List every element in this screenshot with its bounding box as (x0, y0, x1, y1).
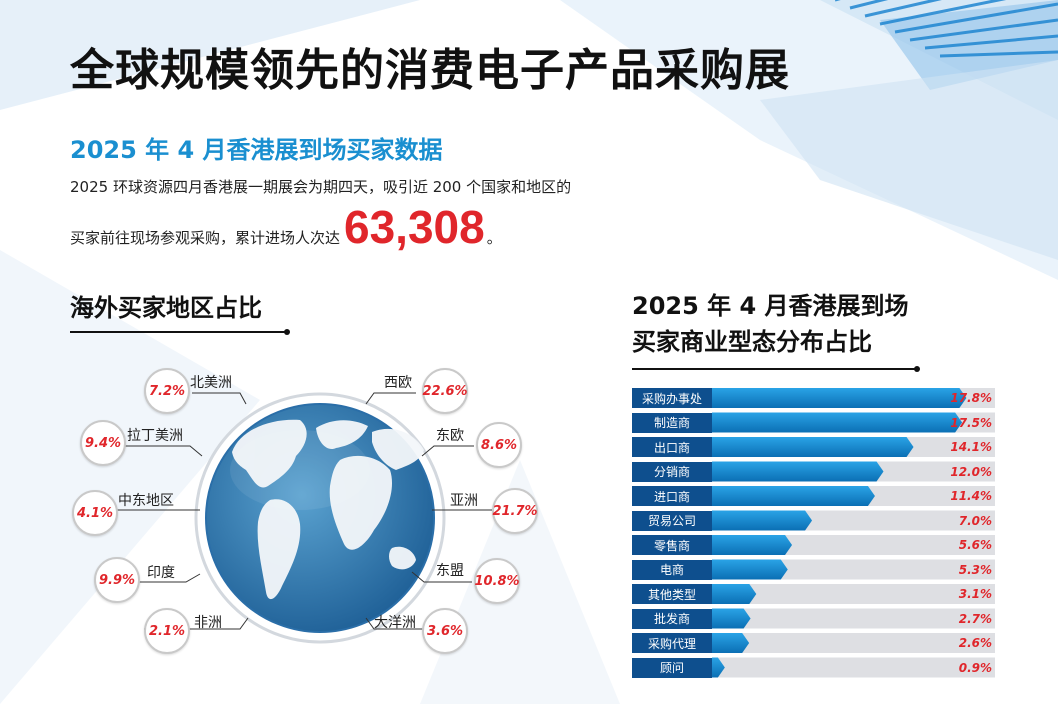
bar-10-fill (712, 633, 750, 653)
region-label-asean: 东盟 (436, 563, 464, 579)
bar-0-fill (712, 388, 967, 408)
intro-text-line2: 买家前往现场参观采购，累计进场人次达 63,308 。 (70, 200, 502, 254)
region-pct-asia: 21.7% (492, 488, 538, 534)
region-pct-africa: 2.1% (144, 608, 190, 654)
intro-text-suffix: 。 (486, 229, 502, 247)
bar-7-fill (712, 559, 788, 580)
region-label-middle-east: 中东地区 (118, 493, 174, 509)
bar-8-fill (712, 584, 757, 604)
region-pct-western-europe: 22.6% (422, 368, 468, 414)
bar-11-track (712, 657, 995, 678)
bar-4-fill (712, 486, 875, 506)
bar-5-category-label: 贸易公司 (632, 510, 712, 531)
bar-10-category-label: 采购代理 (632, 633, 712, 653)
bar-7-value-label: 5.3% (958, 562, 992, 577)
bar-9-fill (712, 608, 751, 629)
bar-2-value-label: 14.1% (950, 440, 992, 454)
region-pct-asean: 10.8% (474, 558, 520, 604)
bar-3-value-label: 12.0% (950, 464, 992, 479)
bar-11-fill (712, 657, 725, 678)
region-chart-title: 海外买家地区占比 (70, 294, 262, 322)
bar-6-value-label: 5.6% (958, 538, 992, 552)
region-label-western-europe: 西欧 (384, 375, 412, 391)
region-pct-oceania: 3.6% (422, 608, 468, 654)
bar-9-track (712, 608, 995, 629)
bar-4-value-label: 11.4% (950, 489, 992, 503)
bar-2-fill (712, 437, 914, 457)
bar-9-category-label: 批发商 (632, 608, 712, 629)
bar-4-category-label: 进口商 (632, 486, 712, 506)
bar-8-track (712, 584, 995, 604)
region-pct-eastern-europe: 8.6% (476, 422, 522, 468)
bar-7-category-label: 电商 (632, 559, 712, 580)
bar-9-value-label: 2.7% (958, 611, 992, 626)
bar-5-fill (712, 510, 813, 531)
bar-1-category-label: 制造商 (632, 412, 712, 433)
region-label-north-america: 北美洲 (190, 375, 232, 391)
bar-0-category-label: 采购办事处 (632, 388, 712, 408)
region-label-india: 印度 (147, 565, 175, 581)
bar-0-value-label: 17.8% (950, 391, 992, 405)
business-title-underline-dot (914, 366, 920, 372)
region-pct-middle-east: 4.1% (72, 490, 118, 536)
bar-1-fill (712, 412, 963, 433)
business-chart-title: 2025 年 4 月香港展到场 买家商业型态分布占比 (632, 288, 909, 360)
bar-11-category-label: 顾问 (632, 657, 712, 678)
region-label-latin-america: 拉丁美洲 (127, 428, 183, 444)
region-title-underline (70, 331, 286, 333)
region-label-oceania: 大洋洲 (374, 615, 416, 631)
bar-5-value-label: 7.0% (958, 513, 992, 528)
region-label-asia: 亚洲 (450, 493, 478, 509)
intro-text-line1: 2025 环球资源四月香港展一期展会为期四天，吸引近 200 个国家和地区的 (70, 178, 572, 196)
page-title: 全球规模领先的消费电子产品采购展 (70, 45, 790, 96)
intro-text-prefix: 买家前往现场参观采购，累计进场人次达 (70, 229, 341, 247)
region-title-underline-dot (284, 329, 290, 335)
bar-8-value-label: 3.1% (958, 587, 992, 601)
region-pct-north-america: 7.2% (144, 368, 190, 414)
visitor-count: 63,308 (344, 201, 485, 253)
region-label-africa: 非洲 (194, 615, 222, 631)
bar-8-category-label: 其他类型 (632, 584, 712, 604)
intro-subtitle: 2025 年 4 月香港展到场买家数据 (70, 136, 443, 164)
region-pct-latin-america: 9.4% (80, 420, 126, 466)
business-chart-title-line1: 2025 年 4 月香港展到场 (632, 292, 909, 320)
bar-10-value-label: 2.6% (958, 636, 992, 650)
bar-10-track (712, 633, 995, 653)
bar-3-category-label: 分销商 (632, 461, 712, 482)
bar-1-value-label: 17.5% (950, 415, 992, 430)
bar-3-fill (712, 461, 884, 482)
region-label-eastern-europe: 东欧 (436, 428, 464, 444)
bar-11-value-label: 0.9% (958, 660, 992, 675)
bar-6-fill (712, 535, 793, 555)
business-title-underline (632, 368, 916, 370)
region-pct-india: 9.9% (94, 557, 140, 603)
business-chart-title-line2: 买家商业型态分布占比 (632, 328, 872, 356)
bar-2-category-label: 出口商 (632, 437, 712, 457)
bar-6-category-label: 零售商 (632, 535, 712, 555)
